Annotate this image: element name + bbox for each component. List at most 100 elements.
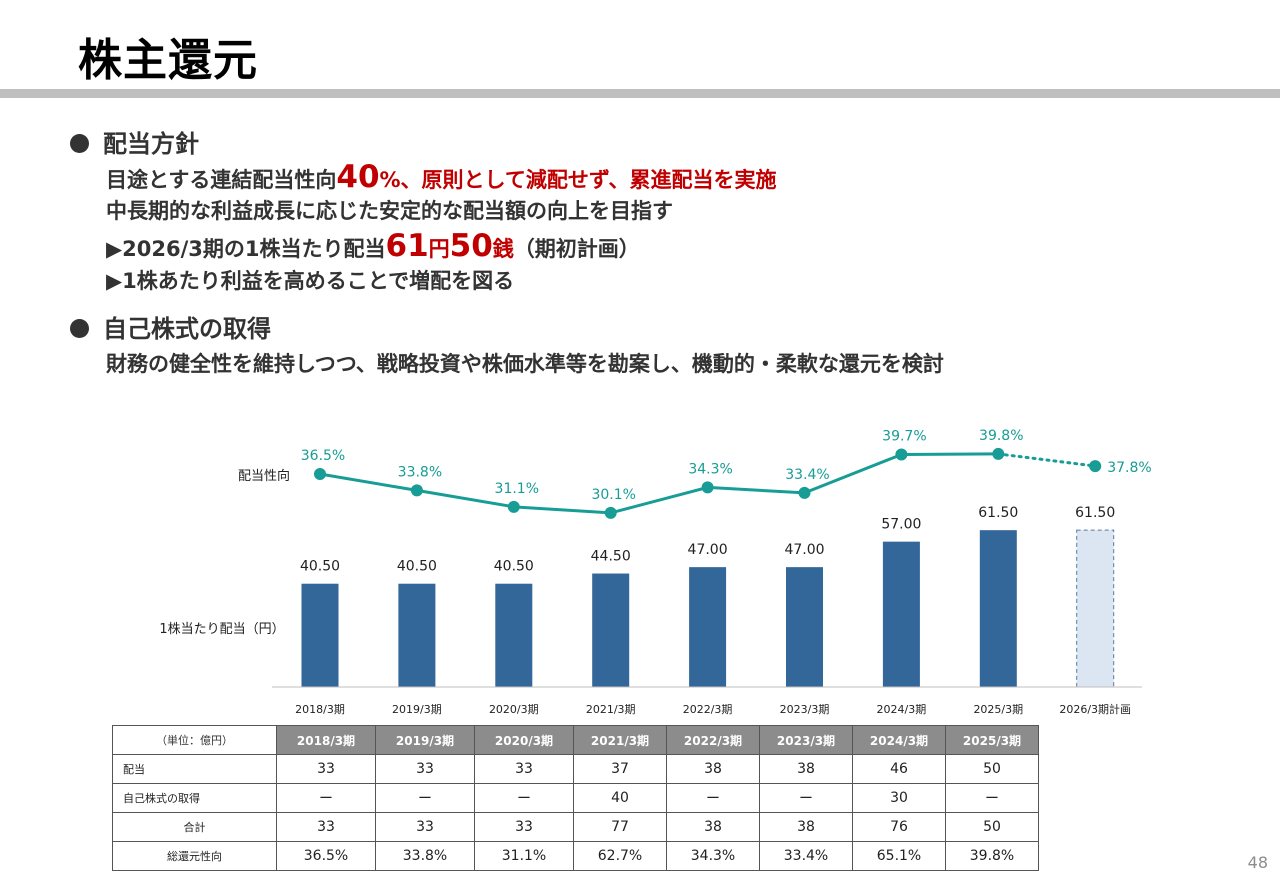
x-tick-label: 2025/3期: [973, 703, 1023, 716]
payout-ratio-point: [701, 481, 714, 494]
bar-value-label: 40.50: [494, 559, 534, 575]
payout-ratio-point: [798, 486, 811, 499]
table-cell: 77: [573, 812, 667, 842]
policy-line-1-a: 目途とする連結配当性向: [106, 168, 337, 192]
table-cell: 31.1%: [474, 841, 574, 871]
payout-ratio-point: [314, 468, 326, 480]
table-cell: ー: [945, 783, 1039, 813]
table-cell: 38: [666, 812, 760, 842]
sen-unit: 銭: [492, 237, 514, 261]
table-row: 総還元性向 36.5% 33.8% 31.1% 62.7% 34.3% 33.4…: [112, 841, 1039, 871]
bar-value-label: 47.00: [688, 542, 728, 558]
bar-value-label: 40.50: [397, 559, 437, 575]
table-row: 自己株式の取得 ー ー ー 40 ー ー 30 ー: [112, 783, 1039, 813]
payout-ratio-label: 39.7%: [882, 429, 926, 445]
bar: [495, 583, 533, 687]
payout-ratio-point: [604, 506, 617, 519]
policy-line-1-c: %、原則として減配せず、累進配当を実施: [379, 168, 777, 192]
x-tick-label: 2021/3期: [586, 703, 636, 716]
yen-unit: 円: [428, 237, 450, 261]
table-cell: 37: [573, 754, 667, 784]
dividend-chart: 40.50 40.50 40.50 44.50 47.00 47.00 57.00 61.50…: [159, 428, 1151, 716]
table-cell: 38: [666, 754, 760, 784]
policy-line-3: ▶2026/3期の1株当たり配当61円50銭（期初計画）: [106, 228, 640, 264]
col-header: 2022/3期: [666, 725, 760, 755]
bullet-dot-icon: [70, 134, 89, 153]
bar: [786, 567, 823, 687]
payout-ratio-label: 39.8%: [979, 428, 1023, 444]
policy-line-3-a: ▶2026/3期の1株当たり配当: [106, 237, 386, 261]
bar-value-label: 47.00: [784, 542, 824, 558]
payout-ratio-label: 30.1%: [591, 487, 635, 503]
col-header: 2020/3期: [474, 725, 574, 755]
table-cell: 33: [375, 754, 475, 784]
bar-value-label: 44.50: [591, 549, 631, 565]
bar: [398, 583, 436, 687]
payout-ratio-label: 34.3%: [688, 461, 732, 477]
series-label-dps: 1株当たり配当（円）: [159, 622, 284, 637]
table-cell: 38: [759, 754, 853, 784]
payout-ratio-point: [410, 484, 423, 497]
bar-value-label: 61.50: [978, 505, 1018, 521]
bar-value-label: 57.00: [881, 517, 921, 533]
x-tick-label: 2019/3期: [392, 703, 442, 716]
x-tick-label: 2024/3期: [877, 703, 927, 716]
payout-ratio-point: [507, 500, 520, 513]
table-row: 合計 33 33 33 77 38 38 76 50: [112, 812, 1039, 842]
table-cell: 33: [474, 754, 574, 784]
table-cell: 50: [945, 812, 1039, 842]
heading-text: 自己株式の取得: [103, 315, 271, 343]
x-tick-label: 2026/3期計画: [1059, 702, 1131, 716]
bar: [689, 567, 727, 687]
table-cell: 34.3%: [666, 841, 760, 871]
col-header: 2019/3期: [375, 725, 475, 755]
row-label: 総還元性向: [112, 841, 277, 871]
table-cell: 39.8%: [945, 841, 1039, 871]
table-cell: 50: [945, 754, 1039, 784]
table-cell: ー: [666, 783, 760, 813]
policy-line-1: 目途とする連結配当性向40%、原則として減配せず、累進配当を実施: [106, 159, 776, 195]
payout-ratio-label: 37.8%: [1107, 460, 1151, 476]
table-cell: 38: [759, 812, 853, 842]
bar: [301, 583, 339, 687]
row-label: 配当: [112, 754, 277, 784]
table-cell: 46: [852, 754, 946, 784]
table-cell: 36.5%: [276, 841, 376, 871]
bar-value-label: 40.50: [300, 559, 340, 575]
table-header-row: （単位：億円） 2018/3期 2019/3期 2020/3期 2021/3期 …: [112, 725, 1039, 755]
bar-value-label: 61.50: [1075, 505, 1115, 521]
shareholder-return-table: （単位：億円） 2018/3期 2019/3期 2020/3期 2021/3期 …: [112, 725, 1039, 871]
col-header: 2024/3期: [852, 725, 946, 755]
table-cell: 33: [375, 812, 475, 842]
page-title: 株主還元: [78, 35, 258, 86]
table-cell: 62.7%: [573, 841, 667, 871]
payout-ratio-line: [319, 452, 999, 515]
table-cell: 65.1%: [852, 841, 946, 871]
bullet-dot-icon: [70, 319, 89, 338]
section-heading-buyback: 自己株式の取得: [70, 309, 271, 344]
payout-ratio-label: 33.8%: [398, 464, 442, 480]
payout-ratio-label: 36.5%: [301, 448, 345, 464]
bar: [882, 541, 920, 687]
table-cell: 33: [474, 812, 574, 842]
section-heading-dividend-policy: 配当方針: [70, 124, 199, 159]
buyback-line-1: 財務の健全性を維持しつつ、戦略投資や株価水準等を勘案し、機動的・柔軟な還元を検討: [106, 352, 944, 376]
table-cell: 33.4%: [759, 841, 853, 871]
heading-text: 配当方針: [103, 130, 199, 158]
row-label: 自己株式の取得: [112, 783, 277, 813]
x-tick-label: 2020/3期: [489, 703, 539, 716]
col-header: 2023/3期: [759, 725, 853, 755]
table-cell: 33: [276, 812, 376, 842]
payout-ratio-point: [992, 447, 1005, 460]
payout-ratio-point: [895, 448, 908, 461]
bar-planned: [1076, 529, 1115, 688]
table-cell: 76: [852, 812, 946, 842]
table-cell: 33: [276, 754, 376, 784]
policy-line-3-f: （期初計画）: [513, 237, 640, 261]
row-label: 合計: [112, 812, 277, 842]
table-row: 配当 33 33 33 37 38 38 46 50: [112, 754, 1039, 784]
payout-ratio-point: [1089, 460, 1102, 473]
unit-label: （単位：億円）: [112, 725, 277, 755]
payout-target: 40: [336, 159, 380, 195]
payout-ratio-label: 33.4%: [785, 467, 829, 483]
